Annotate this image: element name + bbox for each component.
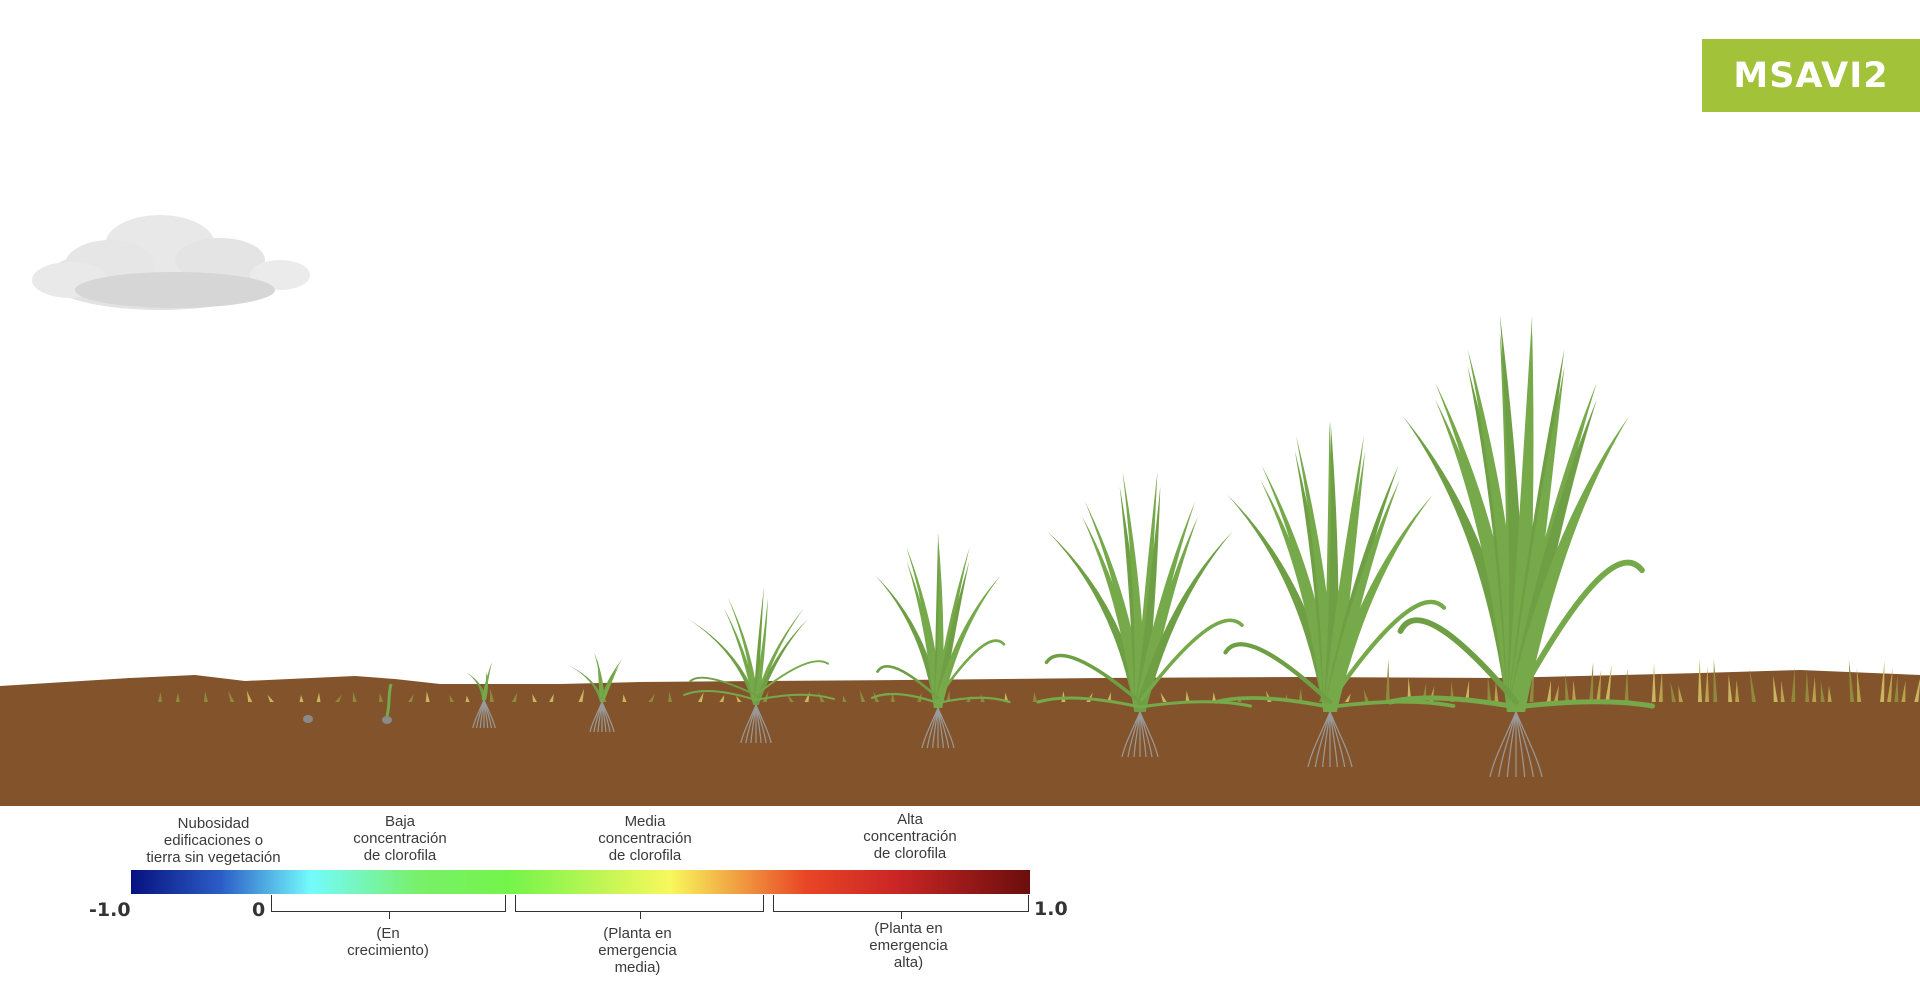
plants — [303, 315, 1656, 778]
bracket-medium-emergence — [515, 895, 764, 919]
dry-grass-icon — [158, 657, 1920, 702]
grass-plant-icon — [569, 652, 623, 733]
label-high-chlorophyll: Alta concentración de clorofila — [863, 811, 957, 862]
label-low-chlorophyll: Baja concentración de clorofila — [353, 813, 447, 864]
cloud-icon — [32, 215, 310, 310]
label-medium-emergence: (Planta en emergencia media) — [598, 925, 677, 976]
label-growing: (En crecimiento) — [347, 925, 429, 959]
grass-plant-icon — [1036, 471, 1253, 758]
bracket-growing — [271, 895, 506, 919]
label-high-emergence: (Planta en emergencia alta) — [869, 920, 948, 971]
bracket-high-emergence — [773, 895, 1029, 919]
badge-title: MSAVI2 — [1733, 55, 1889, 96]
label-cloud-buildings: Nubosidad edificaciones o tierra sin veg… — [146, 815, 281, 866]
soil — [0, 670, 1920, 806]
scale-zero-value: 0 — [252, 899, 266, 921]
label-medium-chlorophyll: Media concentración de clorofila — [598, 813, 692, 864]
sprout-icon — [382, 683, 393, 724]
grass-plant-icon — [870, 533, 1011, 749]
grass-plant-icon — [1387, 315, 1656, 778]
grass-plant-icon — [683, 587, 835, 744]
seed-icon — [303, 715, 313, 723]
msavi-color-scale — [131, 870, 1030, 894]
scale-min-value: -1.0 — [89, 899, 131, 921]
scale-max-value: 1.0 — [1034, 898, 1068, 920]
grass-plant-icon — [1214, 421, 1456, 768]
grass-plant-icon — [466, 662, 496, 729]
msavi2-badge: MSAVI2 — [1702, 39, 1920, 112]
